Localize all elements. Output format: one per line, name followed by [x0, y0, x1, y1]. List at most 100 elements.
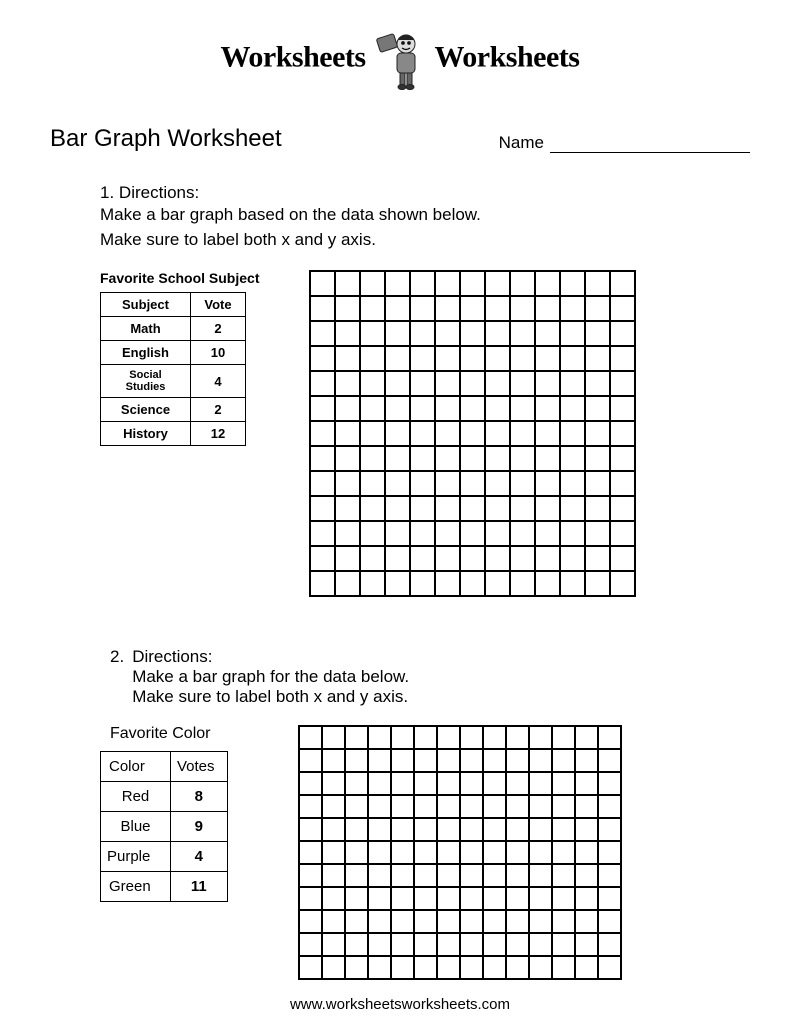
grid-cell: [360, 271, 385, 296]
q1-line2: Make sure to label both x and y axis.: [100, 228, 760, 253]
grid-cell: [299, 726, 322, 749]
grid-cell: [460, 446, 485, 471]
grid-cell: [322, 887, 345, 910]
grid-cell: [391, 933, 414, 956]
grid-cell: [299, 772, 322, 795]
q1-r1-value: 10: [191, 341, 246, 365]
grid-cell: [414, 887, 437, 910]
grid-cell: [460, 521, 485, 546]
grid-cell: [385, 346, 410, 371]
grid-cell: [391, 795, 414, 818]
grid-cell: [585, 421, 610, 446]
grid-cell: [368, 749, 391, 772]
grid-cell: [310, 321, 335, 346]
grid-cell: [345, 749, 368, 772]
grid-cell: [335, 446, 360, 471]
grid-cell: [360, 396, 385, 421]
grid-cell: [460, 864, 483, 887]
grid-cell: [368, 841, 391, 864]
grid-cell: [610, 471, 635, 496]
grid-cell: [529, 772, 552, 795]
grid-cell: [435, 421, 460, 446]
table-row: Purple 4: [101, 842, 228, 872]
grid-cell: [485, 471, 510, 496]
grid-cell: [598, 956, 621, 979]
grid-cell: [560, 296, 585, 321]
grid-cell: [460, 749, 483, 772]
q1-col2-header: Vote: [191, 293, 246, 317]
q2-r2-label: Purple: [101, 842, 171, 872]
grid-cell: [506, 841, 529, 864]
grid-cell: [437, 795, 460, 818]
grid-cell: [322, 956, 345, 979]
grid-cell: [535, 571, 560, 596]
grid-cell: [360, 296, 385, 321]
page-title: Bar Graph Worksheet: [50, 125, 282, 153]
q2-r2-value: 4: [171, 842, 228, 872]
grid-cell: [460, 321, 485, 346]
grid-cell: [310, 346, 335, 371]
grid-cell: [585, 521, 610, 546]
q1-heading: Directions:: [119, 183, 199, 202]
name-input-line[interactable]: [550, 152, 750, 153]
grid-cell: [460, 910, 483, 933]
grid-cell: [460, 772, 483, 795]
grid-cell: [575, 795, 598, 818]
grid-cell: [391, 749, 414, 772]
grid-cell: [575, 933, 598, 956]
grid-cell: [535, 371, 560, 396]
grid-cell: [552, 818, 575, 841]
name-label: Name: [499, 133, 544, 153]
grid-cell: [385, 546, 410, 571]
grid-cell: [460, 421, 485, 446]
grid-cell: [391, 841, 414, 864]
grid-cell: [506, 772, 529, 795]
grid-cell: [360, 471, 385, 496]
grid-cell: [560, 546, 585, 571]
grid-cell: [506, 726, 529, 749]
grid-cell: [385, 271, 410, 296]
grid-cell: [552, 887, 575, 910]
grid-cell: [437, 749, 460, 772]
grid-cell: [414, 956, 437, 979]
grid-cell: [299, 795, 322, 818]
grid-cell: [385, 521, 410, 546]
grid-cell: [410, 371, 435, 396]
grid-cell: [575, 910, 598, 933]
grid-cell: [460, 496, 485, 521]
q2-r0-value: 8: [171, 782, 228, 812]
q2-number: 2.: [110, 647, 124, 707]
grid-cell: [299, 910, 322, 933]
grid-cell: [345, 864, 368, 887]
grid-cell: [391, 887, 414, 910]
grid-cell: [506, 749, 529, 772]
grid-cell: [552, 726, 575, 749]
grid-cell: [335, 546, 360, 571]
grid-cell: [610, 271, 635, 296]
grid-cell: [310, 446, 335, 471]
grid-cell: [585, 296, 610, 321]
grid-cell: [510, 396, 535, 421]
grid-cell: [460, 546, 485, 571]
grid-cell: [485, 521, 510, 546]
grid-cell: [483, 933, 506, 956]
grid-cell: [485, 321, 510, 346]
q1-blank-grid[interactable]: [309, 270, 636, 597]
grid-cell: [435, 346, 460, 371]
grid-cell: [529, 726, 552, 749]
grid-cell: [510, 446, 535, 471]
grid-cell: [335, 496, 360, 521]
grid-cell: [483, 956, 506, 979]
grid-cell: [483, 841, 506, 864]
q2-blank-grid[interactable]: [298, 725, 622, 980]
grid-cell: [506, 933, 529, 956]
grid-cell: [335, 421, 360, 446]
grid-cell: [598, 795, 621, 818]
grid-cell: [460, 571, 485, 596]
grid-cell: [610, 521, 635, 546]
grid-cell: [360, 421, 385, 446]
grid-cell: [322, 910, 345, 933]
grid-cell: [410, 521, 435, 546]
grid-cell: [385, 446, 410, 471]
grid-cell: [414, 910, 437, 933]
